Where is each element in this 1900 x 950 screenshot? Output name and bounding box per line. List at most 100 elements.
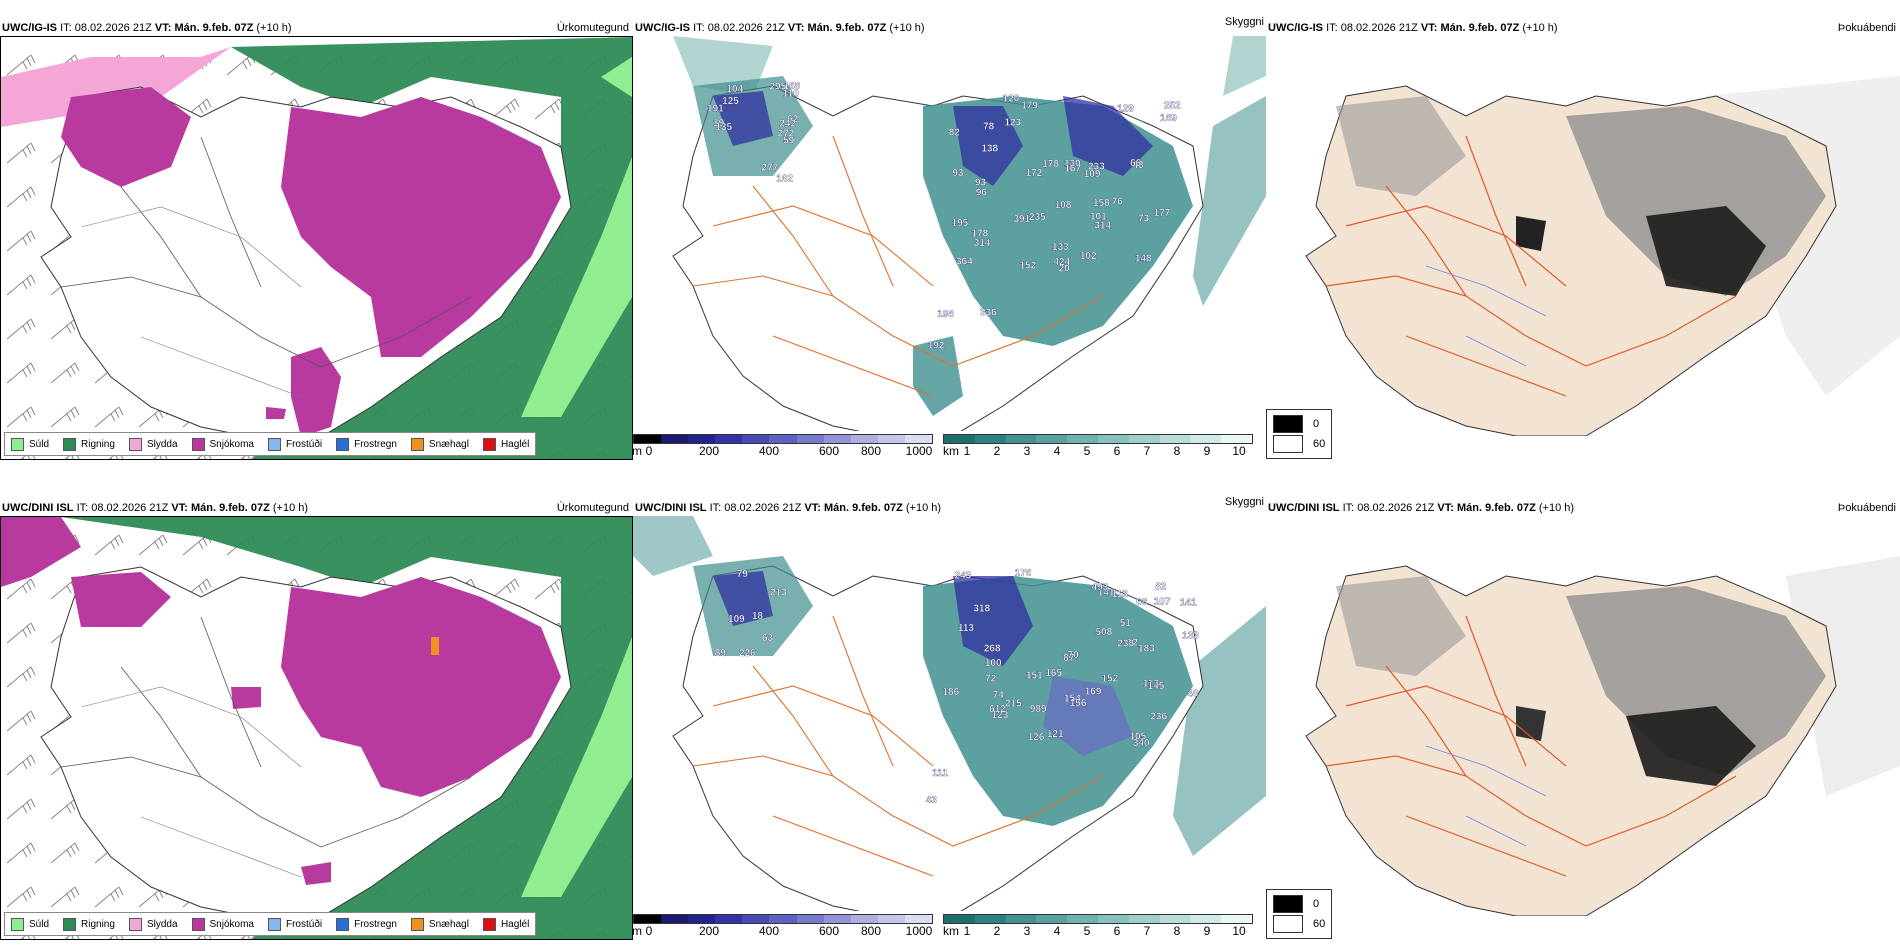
swatch [11,917,24,931]
swatch [410,917,424,931]
colorbar-step [715,915,743,923]
legend-item-sud: Súld [11,917,49,931]
swatch [267,437,281,451]
colorbar-step [1190,915,1222,923]
cloud-base-label: 141 [1098,588,1115,599]
panel-title: Úrkomutegund [556,22,629,34]
cloud-base-label: 73 [1138,214,1150,225]
colorbar-step [742,435,770,443]
cloud-base-label: 277 [762,163,779,174]
cloud-base-label: 172 [1026,168,1043,179]
legend-item-frostregn: Frostregn [336,917,397,931]
colorbar-step [796,435,824,443]
fog-key-light [1273,915,1303,933]
cloud-base-label: 340 [1133,738,1150,749]
cloud-base-label: 93 [975,178,987,189]
colorbar-step [823,435,851,443]
cloud-base-label: 295 [769,81,786,92]
colorbar-step [769,915,797,923]
cloud-base-label: 107 [1154,597,1171,608]
panel-header: UWC/IG-IS IT: 08.02.2026 21Z VT: Mán. 9.… [1268,22,1558,34]
cloud-base-label: 165 [1045,668,1062,679]
panel-header: UWC/DINI ISL IT: 08.02.2026 21Z VT: Mán.… [2,502,309,514]
colorbar-step [634,435,662,443]
colorbar-step [1097,435,1129,443]
fog-panel-top: UWC/IG-IS IT: 08.02.2026 21Z VT: Mán. 9.… [1266,14,1900,464]
cloud-base-label: 158 [1093,198,1110,209]
cloud-base-label: 186 [942,687,959,698]
swatch [267,917,281,931]
colorbar-step [1159,435,1191,443]
colorbar-step [688,435,716,443]
cloud-base-label: 110 [783,88,800,99]
fog-key: 0 60 [1266,889,1333,939]
fog-key-dark [1273,895,1303,913]
cloud-base-label: 192 [928,341,945,352]
visibility-panel-top: UWC/IG-IS IT: 08.02.2026 21Z VT: Mán. 9.… [632,14,1266,464]
cloud-base-label: 121 [1047,729,1064,740]
cloud-base-label: 82 [949,128,961,139]
cloud-base-label: 154 [1064,694,1081,705]
colorbar-step [944,915,975,923]
cloud-base-label: 105 [1129,732,1146,743]
cloud-base-label: 612 [989,704,1006,715]
legend-item-slydda: Slydda [128,917,178,931]
swatch [336,917,350,931]
colorbar-step [1097,915,1129,923]
swatch [191,437,205,451]
cloud-base-label: 113 [1143,678,1160,689]
legend-item-rigning: Rigning [63,917,115,931]
cloud-base-label: 102 [1080,251,1097,262]
cloud-base-label: 151 [1026,671,1043,682]
cloud-base-label: 141 [1180,597,1197,608]
visibility-colorbar: km 1 2 3 4 5 6 7 8 9 10 [943,914,1253,938]
colorbar-step [1128,435,1160,443]
legend-item-snjokoma: Snjókoma [191,917,254,931]
swatch [410,437,424,451]
cloud-base-label: 178 [971,229,988,240]
colorbar-step [742,915,770,923]
swatch [11,437,24,451]
precip-panel-bottom: UWC/DINI ISL IT: 08.02.2026 21Z VT: Mán.… [0,494,633,944]
colorbar-step [796,915,824,923]
cloud-base-label: 177 [1154,208,1171,219]
swatch [191,917,205,931]
cloud-base-label: 133 [1052,242,1069,253]
cloud-base-label: 43 [1132,160,1144,171]
swatch [128,917,142,931]
cloud-base-label: 156 [1070,698,1087,709]
cloud-base-label: 145 [1148,681,1165,692]
colorbar-step [1005,435,1037,443]
cloud-base-label: 48 [1187,688,1199,699]
cloud-base-label: 391 [1013,214,1030,225]
cloud-base-label: 129 [1117,104,1134,115]
cloud-base-label: 169 [1085,686,1102,697]
cloud-base-label: 120 [1003,93,1020,104]
colorbar-step [1005,915,1037,923]
colorbar-step [1221,915,1252,923]
legend-item-frostregn: Frostregn [336,437,397,451]
fog-map [1266,36,1900,436]
panel-header: UWC/DINI ISL IT: 08.02.2026 21Z VT: Mán.… [1268,502,1575,514]
cloud-base-label: 238 [1117,639,1134,650]
cloud-base-label: 179 [1021,101,1038,112]
colorbar-step [1036,915,1068,923]
cloud-base-label: 113 [1112,589,1129,600]
cloud-base-label: 138 [981,144,998,155]
cloud-base-label: 125 [722,96,739,107]
colorbar-step [850,435,878,443]
panel-header: UWC/IG-IS IT: 08.02.2026 21Z VT: Mán. 9.… [635,22,925,34]
cloud-base-label: 68 [1136,597,1148,608]
cloud-base-label: 79 [737,569,749,580]
colorbar-step [1067,915,1098,923]
cloud-colorbar: m 0 200 400 600 800 1000 [632,914,933,938]
colorbar-step [823,915,851,923]
cloud-base-label: 364 [956,256,973,267]
cloud-base-label: 168 [784,81,801,92]
cloud-base-label: 20 [1059,263,1071,274]
legend-item-rigning: Rigning [63,437,115,451]
cloud-base-label: 109 [728,614,745,625]
colorbar-step [769,435,797,443]
cloud-base-label: 191 [707,103,724,114]
cloud-base-label: 215 [1005,698,1022,709]
